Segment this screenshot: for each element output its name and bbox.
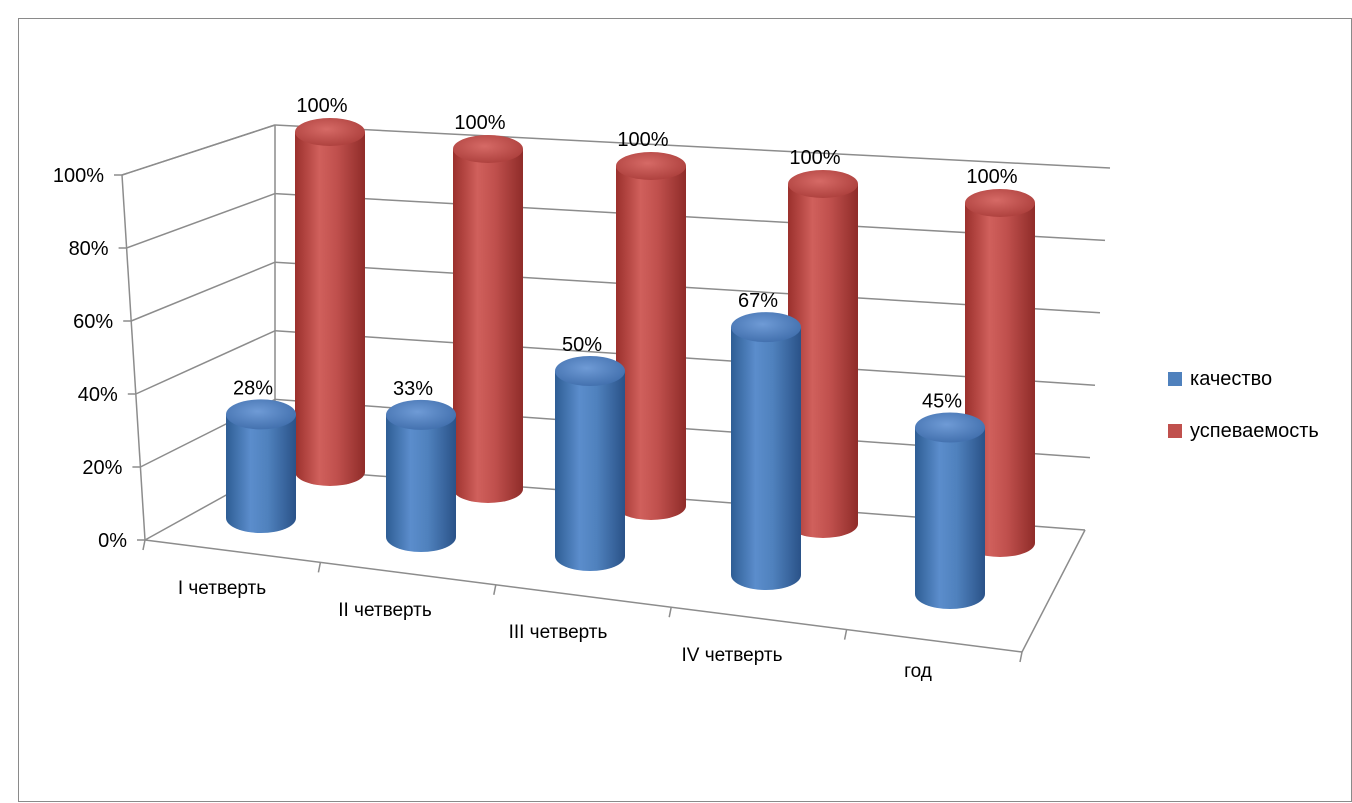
legend-swatch (1168, 372, 1182, 386)
legend-label: успеваемость (1190, 420, 1319, 442)
x-axis-ticks: I четверть II четверть III четверть IV четв… (142, 539, 1023, 682)
data-label: 28% (233, 377, 273, 399)
x-tick-mark (1019, 651, 1023, 663)
bar-kachestvo (226, 399, 296, 533)
bar-kachestvo (386, 399, 456, 552)
x-tick-label: II четверть (338, 600, 432, 621)
legend: качество успеваемость (1168, 368, 1319, 442)
bar-uspevaemost (788, 170, 858, 538)
gridline-back (274, 124, 1111, 169)
side-wall-front-edge (121, 174, 146, 541)
gridline-side (121, 124, 276, 176)
data-labels: 28% 33% 50% 67% 45% 100% 100% 100% 100% 100% (233, 95, 1018, 413)
y-axis-ticks: 0% 20% 40% 60% 80% 100% (53, 165, 145, 552)
gridline-back (274, 261, 1101, 314)
bar-kachestvo (915, 412, 985, 609)
data-label: 100% (966, 166, 1017, 188)
x-tick-mark (493, 584, 497, 595)
y-tick-label: 80% (69, 238, 109, 260)
bar-uspevaemost (295, 118, 365, 486)
data-label: 100% (454, 112, 505, 134)
y-tick-label: 60% (73, 311, 113, 333)
legend-label: качество (1190, 368, 1272, 390)
data-label: 45% (922, 391, 962, 413)
data-label: 100% (617, 129, 668, 151)
y-tick-label: 40% (78, 384, 118, 406)
y-tick-label: 20% (82, 457, 122, 479)
x-tick-label: I четверть (178, 578, 266, 599)
data-label: 67% (738, 290, 778, 312)
x-tick-mark (668, 607, 672, 618)
x-tick-mark (317, 562, 322, 573)
bar-kachestvo (555, 356, 625, 571)
bars (226, 118, 1035, 609)
x-tick-mark (843, 629, 848, 640)
x-tick-label: год (904, 661, 932, 682)
floor-front-edge (144, 539, 1023, 653)
data-label: 100% (789, 147, 840, 169)
legend-swatch (1168, 424, 1182, 438)
data-label: 33% (393, 378, 433, 400)
x-tick-label: IV четверть (682, 645, 783, 666)
x-tick-mark (142, 539, 146, 551)
gridline-side (130, 261, 276, 322)
floor-right-edge (1021, 529, 1086, 653)
bar-uspevaemost (453, 135, 523, 503)
y-tick-label: 100% (53, 165, 104, 187)
x-tick-label: III четверть (509, 622, 608, 643)
gridline-side (135, 330, 276, 395)
bar-uspevaemost (616, 152, 686, 520)
data-label: 100% (296, 95, 347, 117)
gridline-side (126, 192, 276, 249)
y-tick-label: 0% (98, 530, 127, 552)
bar-kachestvo (731, 312, 801, 590)
data-label: 50% (562, 334, 602, 356)
